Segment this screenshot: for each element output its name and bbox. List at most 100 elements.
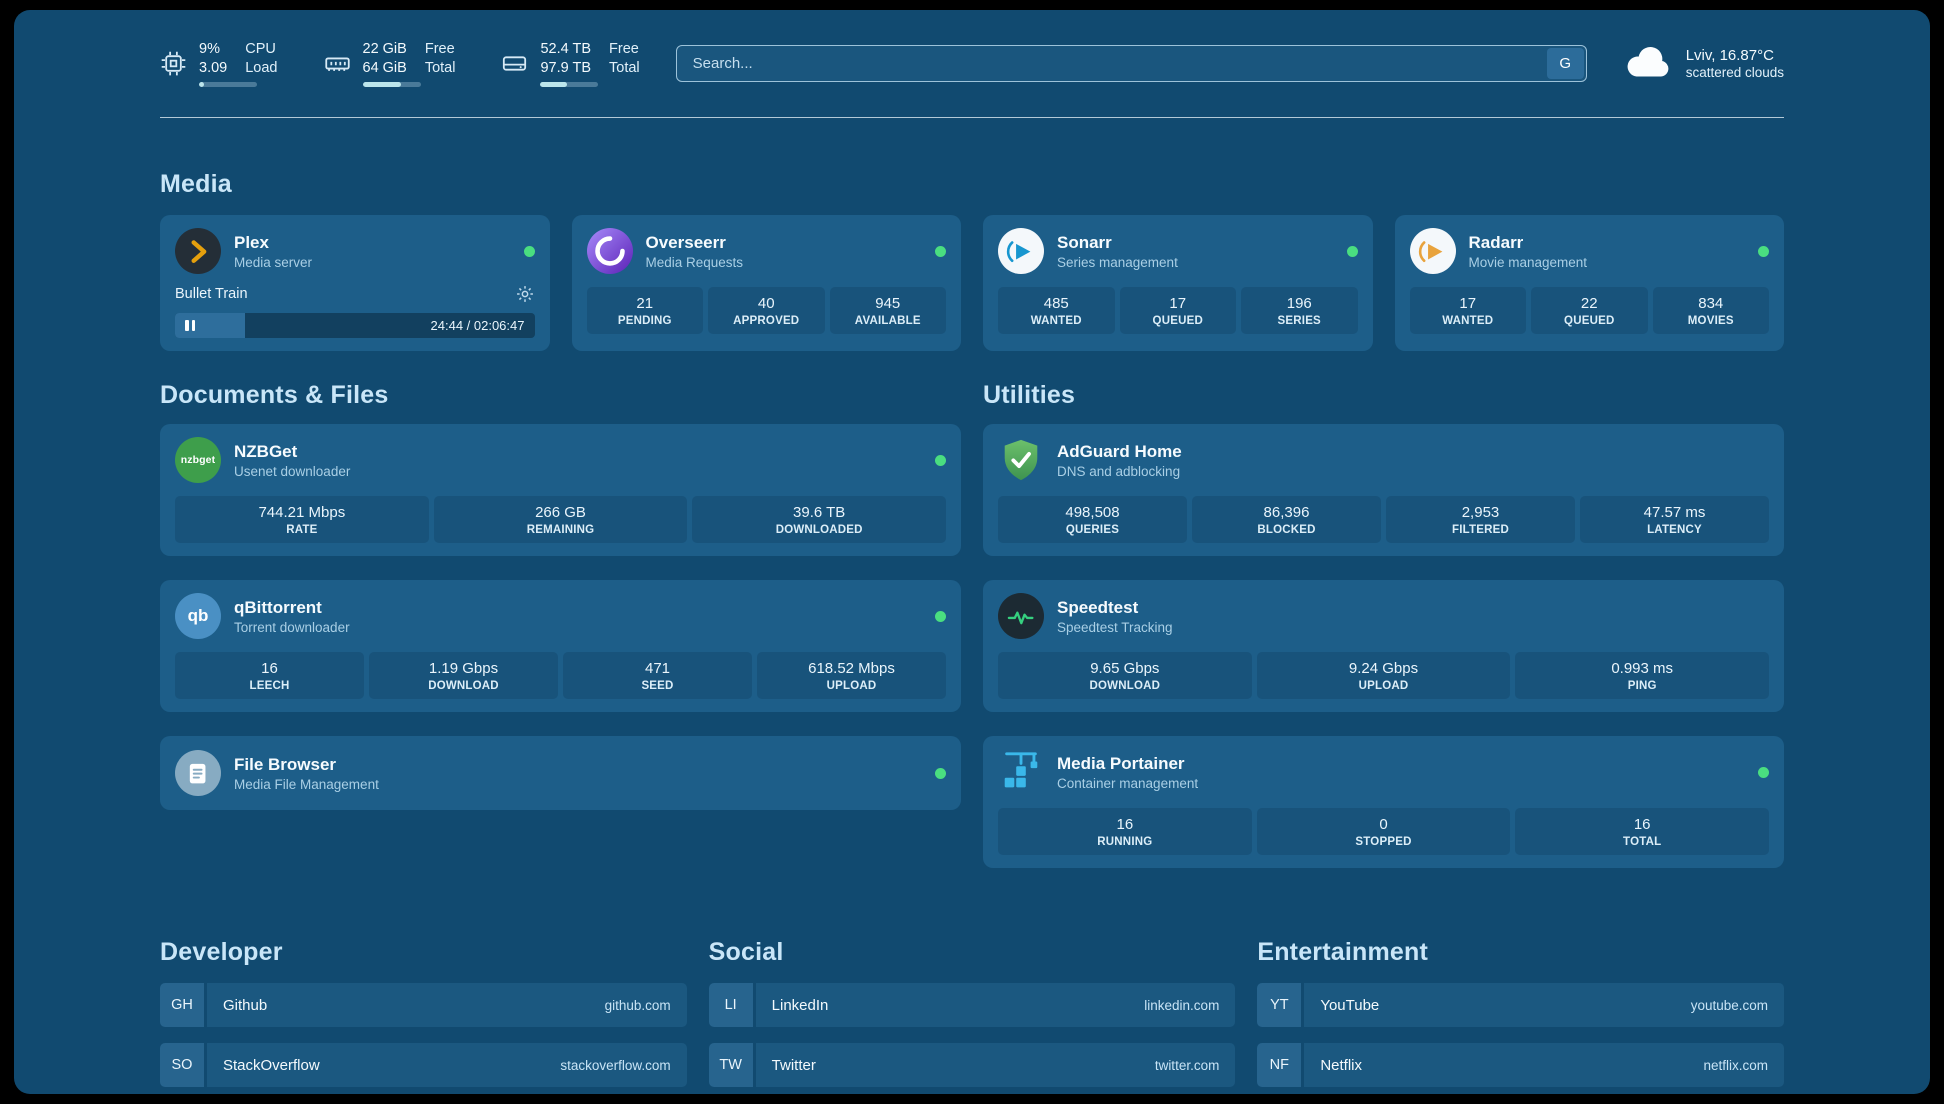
overseerr-icon <box>586 228 633 275</box>
service-name: Plex <box>234 232 269 252</box>
playback-progress-bar[interactable]: 24:44 / 02:06:47 <box>175 313 535 339</box>
disk-total-label: Total <box>609 60 640 77</box>
cpu-usage-bar <box>199 82 257 88</box>
service-name: NZBGet <box>234 441 298 461</box>
plex-icon <box>175 228 221 275</box>
sonarr-card[interactable]: Sonarr Series management 485 WANTED 17 Q… <box>983 215 1373 352</box>
adguard-shield-icon <box>998 437 1044 483</box>
topbar-divider <box>160 117 1784 119</box>
stat-box: 196 SERIES <box>1241 287 1358 335</box>
search-engine-button[interactable]: G <box>1546 48 1584 80</box>
disk-icon <box>501 50 528 77</box>
stat-box: 618.52 Mbps UPLOAD <box>757 652 946 700</box>
stat-label: TOTAL <box>1623 836 1662 849</box>
stat-value: 485 <box>1043 295 1069 313</box>
bookmark-stackoverflow[interactable]: SO StackOverflow stackoverflow.com <box>160 1043 687 1088</box>
plex-card[interactable]: Plex Media server Bullet Train 24:44 / 0… <box>160 215 550 352</box>
bookmark-abbr: LI <box>708 983 753 1028</box>
stat-label: BLOCKED <box>1257 524 1316 537</box>
utilities-column: Utilities AdGuard Home DNS and adblockin… <box>983 381 1784 892</box>
top-bar: 9% CPU 3.09 Load 22 GiB Free 6 <box>160 40 1784 88</box>
service-name: Sonarr <box>1057 232 1112 252</box>
stat-label: UPLOAD <box>826 680 877 693</box>
stat-label: LEECH <box>249 680 290 693</box>
stat-value: 0 <box>1379 816 1388 834</box>
developer-section-title: Developer <box>160 938 283 967</box>
service-subtitle: Container management <box>1057 775 1199 791</box>
stat-box: 16 LEECH <box>175 652 364 700</box>
bookmark-abbr: GH <box>160 983 204 1028</box>
bookmark-linkedin[interactable]: LI LinkedIn linkedin.com <box>708 983 1236 1028</box>
stat-label: SERIES <box>1277 315 1321 328</box>
stat-value: 0.993 ms <box>1611 660 1674 678</box>
ram-total-label: Total <box>424 60 456 77</box>
stat-box: 485 WANTED <box>998 287 1115 335</box>
cpu-load-label: Load <box>245 60 278 77</box>
speedtest-card[interactable]: Speedtest Speedtest Tracking 9.65 Gbps D… <box>983 580 1784 713</box>
radarr-card[interactable]: Radarr Movie management 17 WANTED 22 QUE… <box>1394 215 1784 352</box>
bookmark-netflix[interactable]: NF Netflix netflix.com <box>1257 1043 1784 1088</box>
bookmark-name: YouTube <box>1320 996 1380 1014</box>
bookmark-github[interactable]: GH Github github.com <box>160 983 687 1028</box>
stat-label: FILTERED <box>1452 524 1509 537</box>
stat-label: QUEUED <box>1564 315 1615 328</box>
stat-value: 834 <box>1698 295 1724 313</box>
stat-box: 16 RUNNING <box>998 808 1252 856</box>
ram-icon <box>324 50 351 77</box>
weather-condition: scattered clouds <box>1685 65 1784 81</box>
cpu-load-value: 3.09 <box>199 60 228 77</box>
portainer-crane-icon <box>998 749 1044 795</box>
stat-label: QUEUED <box>1152 315 1203 328</box>
developer-bookmarks: Developer GH Github github.com SO StackO… <box>160 938 687 1094</box>
documents-column: Documents & Files nzbget NZBGet Usenet d… <box>160 381 961 892</box>
stat-box: 834 MOVIES <box>1652 287 1769 335</box>
overseerr-card[interactable]: Overseerr Media Requests 21 PENDING 40 A… <box>571 215 961 352</box>
stat-box: 498,508 QUERIES <box>998 496 1187 544</box>
weather-widget: Lviv, 16.87°C scattered clouds <box>1623 46 1784 82</box>
service-name: qBittorrent <box>234 597 322 617</box>
status-online-dot <box>523 245 535 257</box>
disk-stat: 52.4 TB Free 97.9 TB Total <box>501 40 640 88</box>
qbittorrent-card[interactable]: qb qBittorrent Torrent downloader 16 LEE… <box>160 580 961 713</box>
stat-value: 471 <box>644 660 671 678</box>
stat-box: 744.21 Mbps RATE <box>175 496 429 544</box>
bookmark-abbr: NF <box>1257 1043 1302 1088</box>
stat-box: 22 QUEUED <box>1531 287 1648 335</box>
now-playing-title: Bullet Train <box>175 286 248 303</box>
service-subtitle: Media server <box>234 254 313 270</box>
bookmark-twitter[interactable]: TW Twitter twitter.com <box>708 1043 1236 1088</box>
stat-box: 0 STOPPED <box>1256 808 1511 856</box>
nzbget-card[interactable]: nzbget NZBGet Usenet downloader 744.21 M… <box>160 424 961 557</box>
bookmark-name: Twitter <box>771 1056 816 1074</box>
stat-box: 47.57 ms LATENCY <box>1580 496 1769 544</box>
service-name: File Browser <box>234 754 337 774</box>
media-section-title: Media <box>160 170 232 199</box>
portainer-card[interactable]: Media Portainer Container management 16 … <box>983 736 1784 869</box>
stat-value: 196 <box>1286 295 1312 313</box>
service-name: AdGuard Home <box>1057 441 1182 461</box>
bookmark-youtube[interactable]: YT YouTube youtube.com <box>1257 983 1784 1028</box>
stat-box: 9.24 Gbps UPLOAD <box>1256 652 1511 700</box>
stat-label: MOVIES <box>1687 315 1734 328</box>
qbittorrent-icon: qb <box>175 593 221 640</box>
status-online-dot <box>935 767 946 779</box>
dashboard: 9% CPU 3.09 Load 22 GiB Free 6 <box>14 10 1930 1094</box>
entertainment-bookmarks: Entertainment YT YouTube youtube.com NF … <box>1257 938 1784 1094</box>
search-input[interactable] <box>675 45 1587 83</box>
ram-free-label: Free <box>424 41 455 57</box>
bookmark-url: linkedin.com <box>1144 997 1220 1013</box>
service-subtitle: Torrent downloader <box>234 619 350 635</box>
social-bookmarks: Social LI LinkedIn linkedin.com TW Twitt… <box>708 938 1236 1094</box>
service-name: Media Portainer <box>1057 753 1185 773</box>
entertainment-section-title: Entertainment <box>1257 938 1429 967</box>
stat-value: 16 <box>261 660 278 678</box>
stat-value: 498,508 <box>1065 504 1120 522</box>
pause-button[interactable] <box>185 320 195 332</box>
service-subtitle: Movie management <box>1468 254 1588 270</box>
filebrowser-card[interactable]: File Browser Media File Management <box>160 736 961 811</box>
cpu-icon <box>160 50 187 77</box>
settings-gear-icon[interactable] <box>515 284 535 304</box>
adguard-card[interactable]: AdGuard Home DNS and adblocking 498,508 … <box>983 424 1784 557</box>
cpu-usage-value: 9% <box>199 41 220 57</box>
ram-usage-bar <box>362 82 421 88</box>
